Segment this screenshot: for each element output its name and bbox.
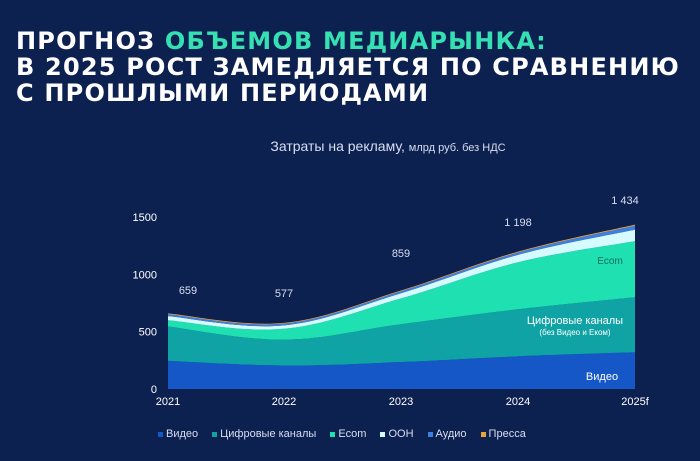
y-axis-ticks: 0 500 1000 1500 <box>133 212 157 396</box>
x-tick-label: 2021 <box>156 396 180 408</box>
legend-swatch <box>212 431 218 437</box>
legend-label: Аудио <box>435 428 467 440</box>
area-labels: Ecom Цифровые каналы(без Видео и Еком) Вид… <box>527 256 623 383</box>
area-label-ecom: Ecom <box>597 256 623 267</box>
area-ecom <box>168 241 635 340</box>
y-tick-label: 0 <box>151 384 157 396</box>
legend: Видео Цифровые каналы Ecom OOH Аудио Пресса <box>158 428 526 440</box>
legend-item-digital: Цифровые каналы <box>212 428 316 440</box>
chart-title: Затраты на рекламу, млрд руб. без НДС <box>0 138 700 154</box>
area-audio <box>168 225 635 327</box>
headline: ПРОГНОЗ ОБЪЕМОВ МЕДИАРЫНКА: В 2025 РОСТ … <box>16 28 680 106</box>
total-label: 1 198 <box>504 217 532 229</box>
legend-label: Ecom <box>338 428 367 440</box>
legend-label: Видео <box>166 428 199 440</box>
y-tick-label: 500 <box>139 327 157 339</box>
total-label: 577 <box>275 288 293 300</box>
legend-swatch <box>480 431 486 437</box>
area-ooh <box>168 229 635 330</box>
total-label: 859 <box>392 248 410 260</box>
headline-line3: С ПРОШЛЫМИ ПЕРИОДАМИ <box>16 79 430 107</box>
chart-title-units: млрд руб. без НДС <box>408 142 506 154</box>
headline-line1-a: ПРОГНОЗ <box>16 27 165 55</box>
legend-label: Пресса <box>488 428 526 440</box>
chart-title-main: Затраты на рекламу, <box>270 138 405 154</box>
area-label-digital: Цифровые каналы <box>527 315 623 327</box>
legend-item-audio: Аудио <box>427 428 467 440</box>
legend-item-ecom: Ecom <box>330 428 366 440</box>
legend-swatch <box>427 431 433 437</box>
y-tick-label: 1000 <box>133 269 157 281</box>
total-labels: 659 577 859 1 198 1 434 <box>179 195 639 300</box>
x-tick-label: 2022 <box>272 396 296 408</box>
legend-swatch <box>330 431 336 437</box>
x-tick-label: 2023 <box>389 396 413 408</box>
legend-swatch <box>158 431 163 437</box>
x-tick-label: 2025f <box>621 396 649 408</box>
area-label-video: Видео <box>586 371 618 383</box>
area-label-digital-note: (без Видео и Еком) <box>539 328 610 337</box>
legend-label: Цифровые каналы <box>220 428 317 440</box>
area-video <box>168 352 635 389</box>
headline-line1-accent: ОБЪЕМОВ МЕДИАРЫНКА: <box>164 27 547 55</box>
y-tick-label: 1500 <box>133 212 157 224</box>
legend-item-video: Видео <box>158 428 198 440</box>
x-axis-ticks: 2021 2022 2023 2024 2025f <box>156 396 650 408</box>
total-label: 659 <box>179 285 197 297</box>
legend-item-press: Пресса <box>480 428 526 440</box>
headline-line2: В 2025 РОСТ ЗАМЕДЛЯЕТСЯ ПО СРАВНЕНИЮ <box>16 53 680 81</box>
x-tick-label: 2024 <box>506 396 530 408</box>
area-digital <box>168 297 635 366</box>
legend-item-ooh: OOH <box>380 428 414 440</box>
total-label: 1 434 <box>611 195 639 207</box>
legend-label: OOH <box>388 428 414 440</box>
legend-swatch <box>380 431 386 437</box>
